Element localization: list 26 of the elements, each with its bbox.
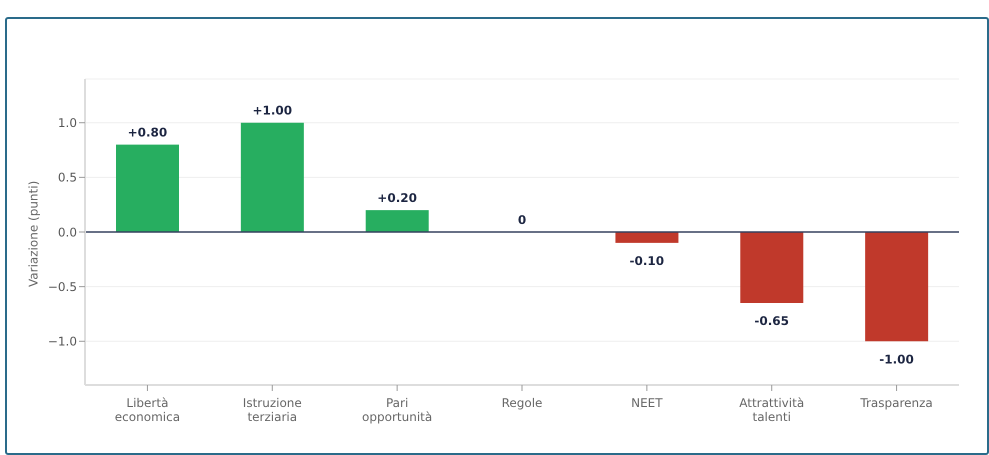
data-label: +0.20	[377, 191, 417, 206]
bar	[366, 210, 429, 232]
bar	[116, 144, 179, 232]
y-tick-label: 0.0	[58, 225, 77, 240]
data-label: +1.00	[252, 104, 292, 118]
x-tick-label: Trasparenza	[859, 396, 933, 410]
data-label: -0.65	[754, 314, 790, 328]
x-tick-label: Attrattività talenti	[739, 396, 804, 424]
bar	[865, 232, 928, 342]
x-tick-label: Pari opportunità	[362, 396, 432, 424]
data-label: -0.10	[630, 254, 664, 268]
y-axis-title: Variazione (punti)	[26, 180, 40, 287]
data-label: -1.00	[879, 352, 914, 366]
y-tick-label: 0.5	[58, 170, 77, 185]
y-tick-label: −0.5	[48, 280, 77, 294]
data-label: 0	[518, 213, 526, 227]
x-tick-label: Istruzione terziaria	[242, 396, 302, 424]
y-tick-label: 1.0	[58, 116, 77, 130]
x-tick-label: Libertà economica	[114, 396, 180, 424]
data-label: +0.80	[128, 126, 168, 140]
x-tick-label: Regole	[502, 396, 542, 410]
bar	[615, 232, 678, 243]
y-tick-label: −1.0	[48, 334, 77, 349]
x-tick-label: NEET	[631, 396, 664, 410]
bar	[240, 122, 304, 232]
bar	[740, 232, 804, 304]
